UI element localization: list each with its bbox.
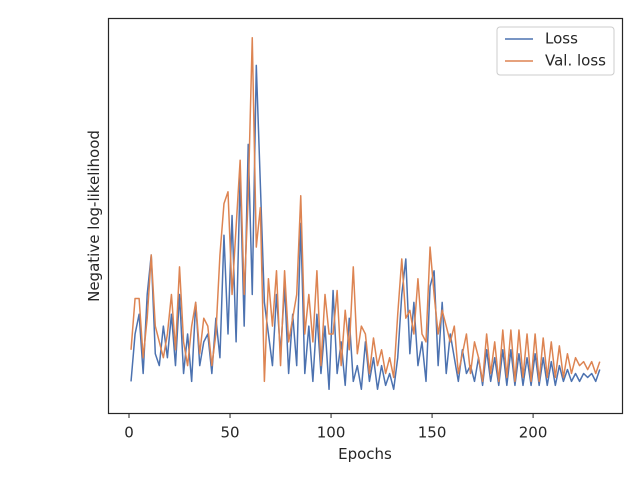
- y-axis-label: Negative log-likelihood: [85, 130, 103, 302]
- x-tick-label: 150: [418, 424, 447, 442]
- legend-label: Loss: [545, 30, 578, 48]
- x-tick-label: 0: [124, 424, 134, 442]
- x-tick-label: 100: [317, 424, 346, 442]
- legend-label: Val. loss: [545, 52, 606, 70]
- loss-line: [130, 64, 601, 391]
- plot-frame: [107, 17, 624, 415]
- x-tick-label: 50: [220, 424, 239, 442]
- x-tick-label: 200: [519, 424, 548, 442]
- loss-line: [130, 37, 601, 383]
- x-axis-label: Epochs: [338, 445, 392, 463]
